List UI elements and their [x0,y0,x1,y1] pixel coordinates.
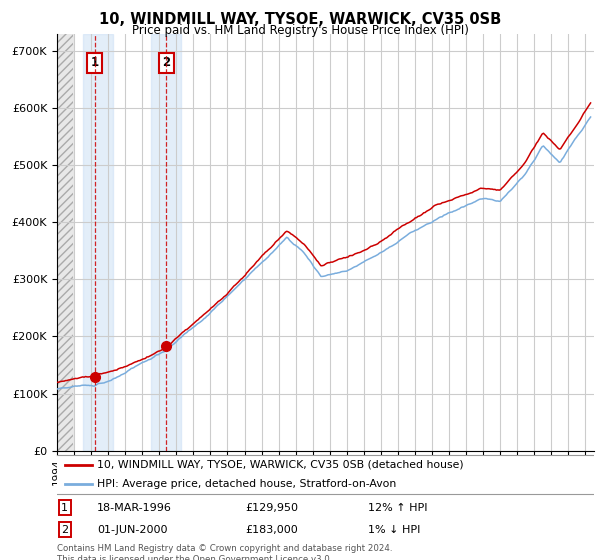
Text: £183,000: £183,000 [245,525,298,535]
Text: 2: 2 [163,57,170,69]
Text: Price paid vs. HM Land Registry's House Price Index (HPI): Price paid vs. HM Land Registry's House … [131,24,469,37]
Text: 1% ↓ HPI: 1% ↓ HPI [368,525,421,535]
Bar [151,34,181,451]
Text: 18-MAR-1996: 18-MAR-1996 [97,503,172,512]
Text: £129,950: £129,950 [245,503,298,512]
Bar [83,34,113,451]
Text: 12% ↑ HPI: 12% ↑ HPI [368,503,428,512]
Text: 1: 1 [61,503,68,512]
Text: 01-JUN-2000: 01-JUN-2000 [97,525,168,535]
FancyBboxPatch shape [55,455,596,494]
Text: 2: 2 [61,525,68,535]
Text: HPI: Average price, detached house, Stratford-on-Avon: HPI: Average price, detached house, Stra… [97,479,397,489]
Bar [57,34,73,451]
Text: 10, WINDMILL WAY, TYSOE, WARWICK, CV35 0SB (detached house): 10, WINDMILL WAY, TYSOE, WARWICK, CV35 0… [97,460,464,470]
Bar [57,34,73,451]
Text: Contains HM Land Registry data © Crown copyright and database right 2024.
This d: Contains HM Land Registry data © Crown c… [57,544,392,560]
Text: 1: 1 [91,57,99,69]
Text: 10, WINDMILL WAY, TYSOE, WARWICK, CV35 0SB: 10, WINDMILL WAY, TYSOE, WARWICK, CV35 0… [99,12,501,27]
